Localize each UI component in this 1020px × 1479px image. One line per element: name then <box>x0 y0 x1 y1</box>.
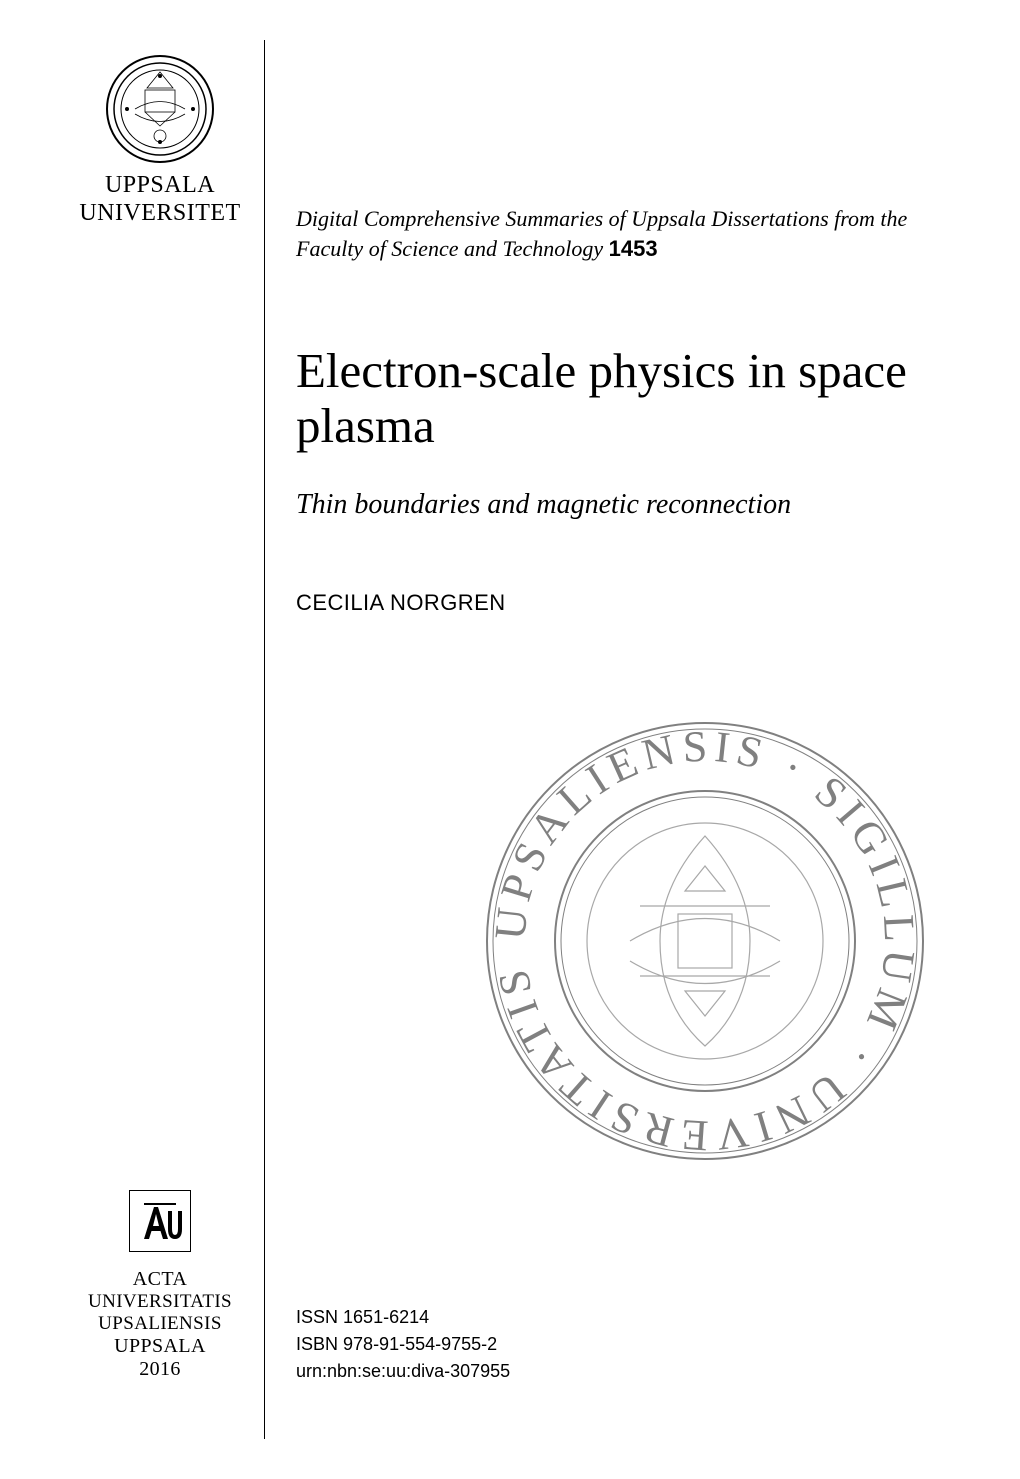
acta-block: ACTA UNIVERSITATIS UPSALIENSIS UPPSALA 2… <box>72 1190 248 1381</box>
uppsala-university-seal-icon <box>105 54 215 164</box>
university-name: UPPSALA UNIVERSITET <box>72 172 248 227</box>
issn-line: ISSN 1651-6214 <box>296 1304 976 1331</box>
acta-text: ACTA UNIVERSITATIS UPSALIENSIS UPPSALA 2… <box>72 1268 248 1381</box>
university-name-line1: UPPSALA <box>72 172 248 200</box>
series-number: 1453 <box>609 236 658 261</box>
university-block: UPPSALA UNIVERSITET <box>72 54 248 227</box>
acta-line2: UNIVERSITATIS <box>72 1291 248 1313</box>
university-name-line2: UNIVERSITET <box>72 200 248 228</box>
isbn-label: ISBN <box>296 1334 338 1354</box>
sigillum-seal-icon: UPSALIENSIS · SIGILLUM · UNIVERSITATIS ·… <box>480 716 930 1166</box>
urn-line: urn:nbn:se:uu:diva-307955 <box>296 1358 976 1385</box>
issn-value: 1651-6214 <box>343 1307 429 1327</box>
dissertation-cover: UPPSALA UNIVERSITET ACTA UNIVERSITATIS U… <box>0 0 1020 1479</box>
svg-text:UPSALIENSIS · SIGILLUM · UNIVE: UPSALIENSIS · SIGILLUM · UNIVERSITATIS ·… <box>480 716 925 1161</box>
vertical-divider <box>264 40 265 1439</box>
dissertation-subtitle: Thin boundaries and magnetic reconnectio… <box>296 488 976 522</box>
acta-line5: 2016 <box>72 1358 248 1381</box>
isbn-value: 978-91-554-9755-2 <box>343 1334 497 1354</box>
acta-line1: ACTA <box>72 1268 248 1291</box>
footer-meta: ISSN 1651-6214 ISBN 978-91-554-9755-2 ur… <box>296 1304 976 1385</box>
series-line: Digital Comprehensive Summaries of Uppsa… <box>296 204 976 263</box>
acta-line4: UPPSALA <box>72 1335 248 1358</box>
acta-logo-icon <box>129 1190 191 1252</box>
series-prefix: Digital Comprehensive Summaries of Uppsa… <box>296 206 907 261</box>
dissertation-title: Electron-scale physics in space plasma <box>296 344 986 454</box>
author-name: CECILIA NORGREN <box>296 590 976 616</box>
issn-label: ISSN <box>296 1307 338 1327</box>
acta-line3: UPSALIENSIS <box>72 1313 248 1335</box>
isbn-line: ISBN 978-91-554-9755-2 <box>296 1331 976 1358</box>
